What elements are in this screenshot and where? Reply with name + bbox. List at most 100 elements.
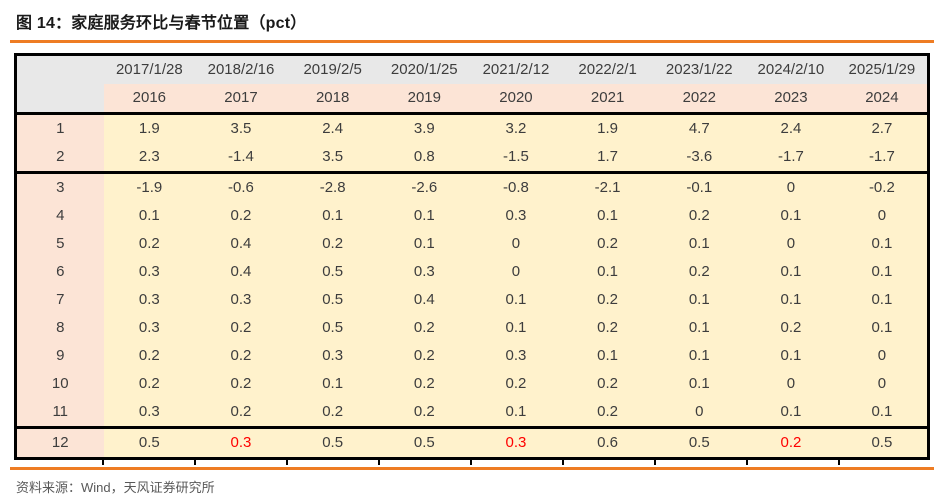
value-cell: 0.3	[103, 314, 196, 342]
table-row: 5 0.2 0.4 0.2 0.1 0 0.2 0.1 0 0.1	[15, 230, 929, 258]
value-cell: 2.7	[836, 113, 929, 143]
table-row: 11 0.3 0.2 0.2 0.2 0.1 0.2 0 0.1 0.1	[15, 398, 929, 429]
value-cell: 0.1	[745, 258, 837, 286]
value-cell: 0.3	[470, 342, 562, 370]
value-cell: -1.7	[745, 143, 837, 174]
value-cell: 3.9	[378, 113, 471, 143]
date-header-row: 2017/1/28 2018/2/16 2019/2/5 2020/1/25 2021/…	[15, 54, 929, 115]
month-label-cell: 2	[15, 143, 104, 174]
value-cell: 3.5	[195, 113, 287, 143]
value-cell: 0.4	[195, 230, 287, 258]
value-cell: 0.2	[103, 342, 196, 370]
column-tick	[838, 460, 840, 465]
value-cell: 0	[745, 230, 837, 258]
value-cell: 0.2	[378, 342, 471, 370]
month-label-cell: 9	[15, 342, 104, 370]
month-label-cell: 3	[15, 172, 104, 202]
value-cell: 0.5	[103, 427, 196, 459]
date-header-cell: 2020/1/25	[378, 54, 471, 84]
value-cell: 0.1	[836, 258, 929, 286]
month-label-cell: 11	[15, 398, 104, 429]
column-tick	[654, 460, 656, 465]
value-cell: 0.1	[378, 230, 471, 258]
value-cell: 0.5	[378, 427, 471, 459]
value-cell: 2.4	[745, 113, 837, 143]
month-label-cell: 7	[15, 286, 104, 314]
value-cell: 0.2	[195, 398, 287, 429]
value-cell: 0.3	[103, 286, 196, 314]
value-cell: 0.2	[653, 258, 746, 286]
year-header-cell: 2023	[745, 84, 837, 115]
value-cell: 0.5	[653, 427, 746, 459]
month-label-cell: 10	[15, 370, 104, 398]
value-cell: 0.2	[561, 314, 654, 342]
value-cell: 3.5	[286, 143, 379, 174]
date-header-cell: 2018/2/16	[195, 54, 287, 84]
value-cell: 0.1	[561, 342, 654, 370]
value-cell: 0.5	[286, 314, 379, 342]
value-cell: 0.3	[378, 258, 471, 286]
value-cell: 0.2	[561, 230, 654, 258]
value-cell: 0.1	[745, 342, 837, 370]
value-cell: 0	[653, 398, 746, 429]
value-cell: 0.1	[836, 314, 929, 342]
value-cell: 0.1	[378, 202, 471, 230]
value-cell: 0.1	[653, 314, 746, 342]
value-cell: 0	[470, 258, 562, 286]
value-cell: 0.2	[561, 286, 654, 314]
value-cell: 0.1	[653, 370, 746, 398]
year-header-cell: 2024	[836, 84, 929, 115]
date-header-cell: 2025/1/29	[836, 54, 929, 84]
value-cell: 0.1	[836, 398, 929, 429]
value-cell: -0.6	[195, 172, 287, 202]
value-cell: 0.1	[836, 230, 929, 258]
table-row: 4 0.1 0.2 0.1 0.1 0.3 0.1 0.2 0.1 0	[15, 202, 929, 230]
value-cell: 0.2	[195, 314, 287, 342]
cropped-next-row-ticks	[14, 460, 930, 465]
value-cell: 0.1	[745, 398, 837, 429]
table-row: 10 0.2 0.2 0.1 0.2 0.2 0.2 0.1 0 0	[15, 370, 929, 398]
value-cell: 0.1	[745, 202, 837, 230]
value-cell: 3.2	[470, 113, 562, 143]
date-header-cell: 2022/2/1	[561, 54, 654, 84]
month-label-cell: 8	[15, 314, 104, 342]
value-cell: 0.5	[286, 427, 379, 459]
table-row: 12 0.5 0.3 0.5 0.5 0.3 0.6 0.5 0.2 0.5	[15, 427, 929, 459]
month-label-cell: 1	[15, 113, 104, 143]
value-cell: -3.6	[653, 143, 746, 174]
value-cell: 0.1	[470, 286, 562, 314]
value-cell: 0.2	[286, 398, 379, 429]
value-cell: 0.1	[286, 202, 379, 230]
value-cell: 0.3	[103, 258, 196, 286]
value-cell: -1.9	[103, 172, 196, 202]
value-cell: 0.3	[286, 342, 379, 370]
value-cell: 0.5	[286, 286, 379, 314]
value-cell: 0.4	[378, 286, 471, 314]
date-header-cell: 2021/2/12	[470, 54, 562, 84]
date-header-cell: 2019/2/5	[286, 54, 379, 84]
column-tick	[286, 460, 288, 465]
value-cell: 0.2	[653, 202, 746, 230]
column-tick	[102, 460, 104, 465]
value-cell: 0.1	[561, 258, 654, 286]
table-row: 1 1.9 3.5 2.4 3.9 3.2 1.9 4.7 2.4 2.7	[15, 113, 929, 143]
figure-title: 图 14：家庭服务环比与春节位置（pct）	[16, 15, 307, 32]
column-tick	[194, 460, 196, 465]
value-cell: 0.2	[561, 398, 654, 429]
year-header-cell: 2021	[561, 84, 654, 115]
value-cell: 0.2	[378, 370, 471, 398]
year-header-row: 2016 2017 2018 2019 2020 2021 2022 2023 2024	[16, 84, 929, 115]
year-header-cell: 2020	[470, 84, 562, 115]
value-cell: 0.2	[745, 427, 837, 459]
value-cell: 0	[470, 230, 562, 258]
table-row: 7 0.3 0.3 0.5 0.4 0.1 0.2 0.1 0.1 0.1	[15, 286, 929, 314]
value-cell: -0.1	[653, 172, 746, 202]
value-cell: 0.6	[561, 427, 654, 459]
value-cell: 0.1	[286, 370, 379, 398]
month-label-cell: 4	[15, 202, 104, 230]
column-tick	[470, 460, 472, 465]
value-cell: 0.3	[470, 202, 562, 230]
value-cell: -2.8	[286, 172, 379, 202]
value-cell: 0.2	[378, 398, 471, 429]
